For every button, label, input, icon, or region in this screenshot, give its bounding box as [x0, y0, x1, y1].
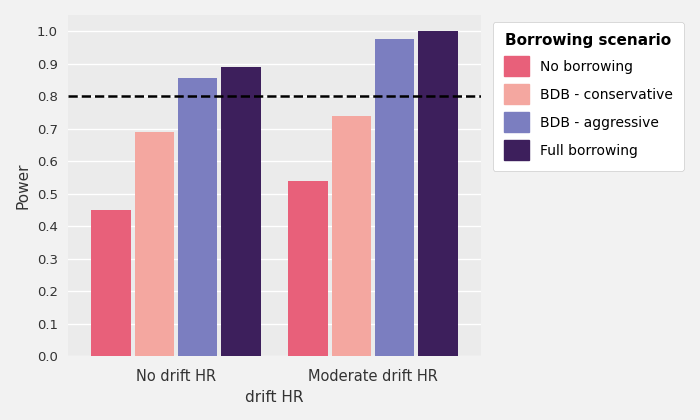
Legend: No borrowing, BDB - conservative, BDB - aggressive, Full borrowing: No borrowing, BDB - conservative, BDB - …	[493, 22, 684, 171]
X-axis label: drift HR: drift HR	[245, 390, 304, 405]
Bar	[134, 132, 174, 356]
Bar	[375, 39, 414, 356]
Y-axis label: Power: Power	[15, 163, 30, 209]
Bar	[91, 210, 131, 356]
Bar	[178, 79, 218, 356]
Bar	[419, 31, 458, 356]
Bar	[288, 181, 328, 356]
Bar	[332, 116, 371, 356]
Bar	[221, 67, 261, 356]
